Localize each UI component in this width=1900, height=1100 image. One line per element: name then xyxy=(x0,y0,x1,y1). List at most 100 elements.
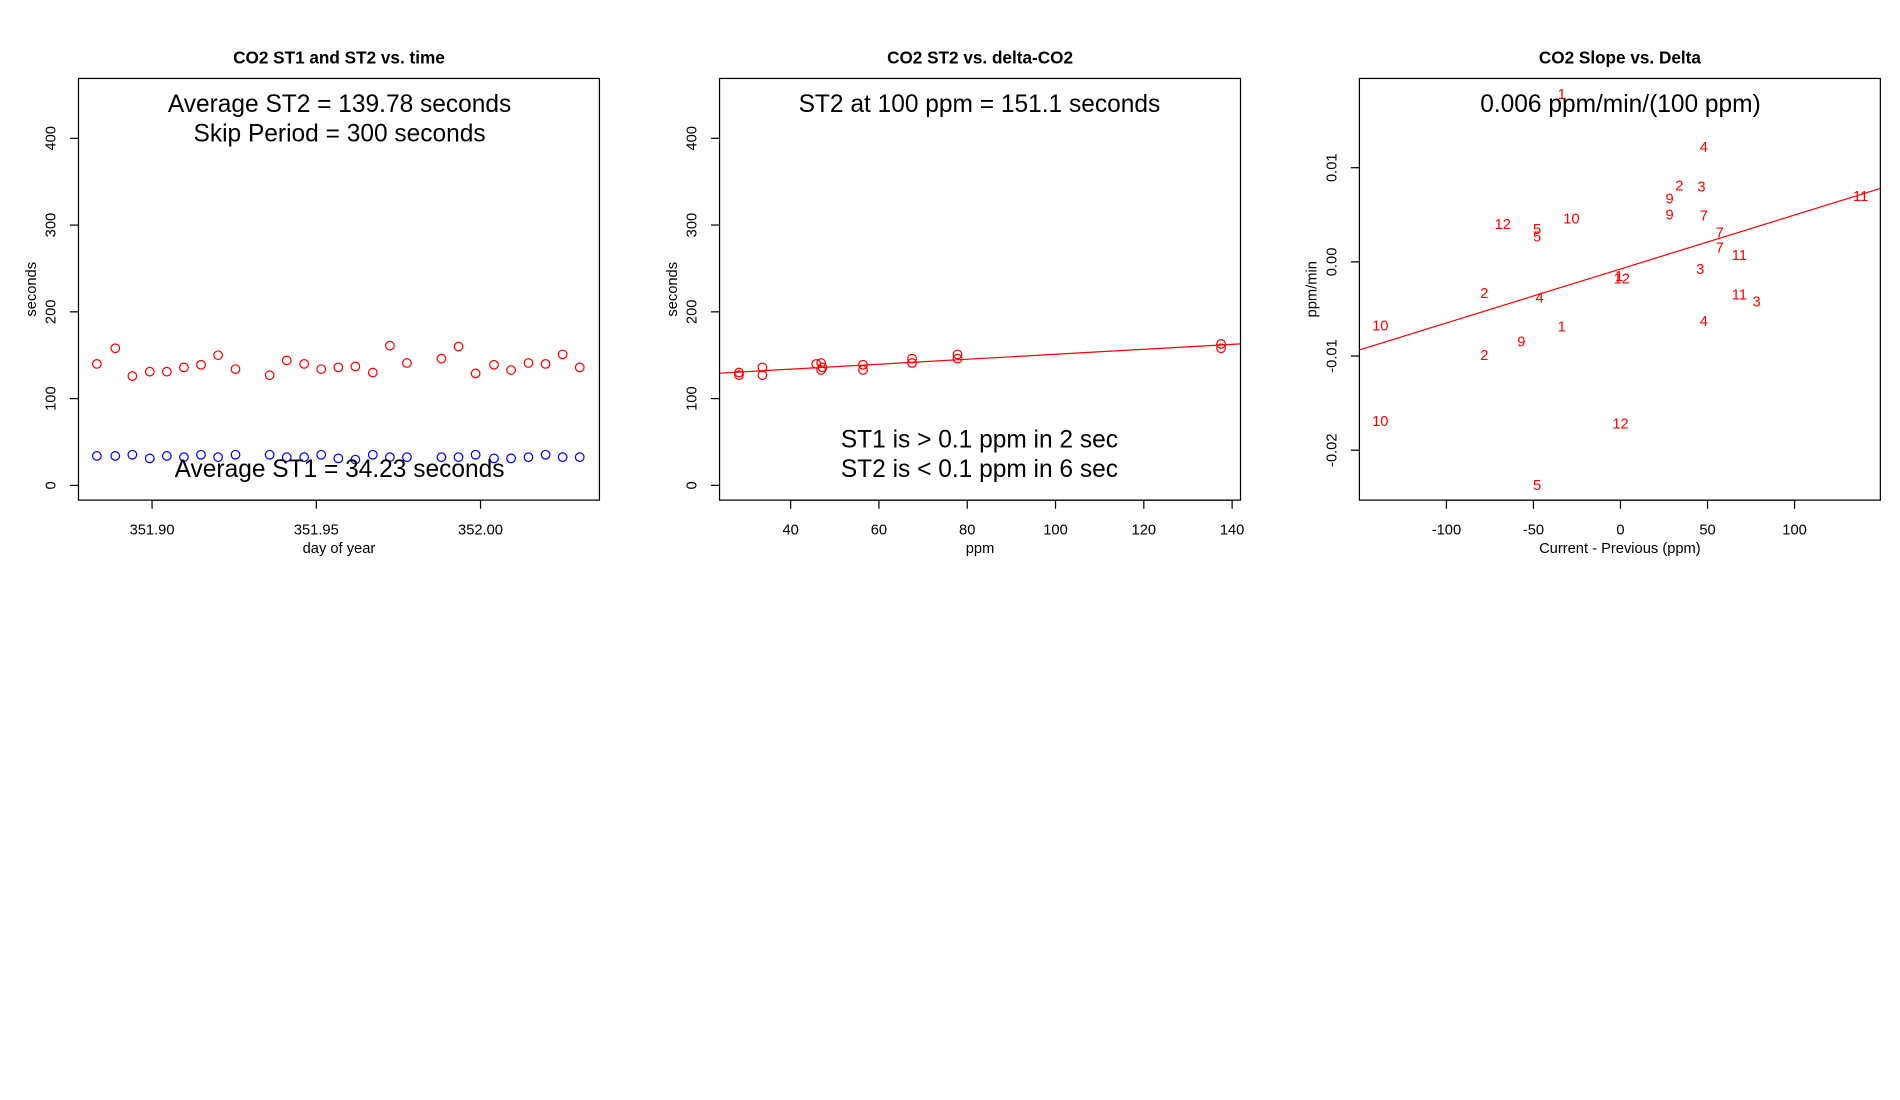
annotation: Skip Period = 300 seconds xyxy=(193,120,485,147)
y-tick-label: 200 xyxy=(43,300,59,325)
x-tick-label: -50 xyxy=(1523,523,1544,539)
point xyxy=(574,452,585,463)
point xyxy=(384,452,395,463)
point xyxy=(144,366,155,377)
point-label: 3 xyxy=(1753,294,1761,310)
point xyxy=(299,358,310,369)
point xyxy=(506,365,516,375)
chart-title: CO2 ST2 vs. delta-CO2 xyxy=(887,47,1073,67)
point xyxy=(402,358,412,368)
y-tick-label: -0.02 xyxy=(1324,433,1340,466)
point xyxy=(333,453,344,464)
point-label: 9 xyxy=(1665,192,1673,208)
point-label: 12 xyxy=(1614,272,1630,288)
y-axis-label: seconds xyxy=(24,262,40,317)
x-tick-label: 40 xyxy=(782,523,798,539)
point xyxy=(489,453,499,464)
x-tick-label: 80 xyxy=(959,523,975,539)
point xyxy=(506,453,516,464)
point xyxy=(557,452,568,463)
point-label: 5 xyxy=(1533,229,1541,245)
point xyxy=(858,365,868,375)
y-axis-label: ppm/min xyxy=(1305,261,1321,317)
point xyxy=(196,449,206,460)
point xyxy=(907,353,917,364)
point xyxy=(110,343,121,354)
x-tick-label: 140 xyxy=(1220,523,1245,539)
point xyxy=(1216,343,1226,354)
point-label: 10 xyxy=(1372,414,1388,430)
point xyxy=(179,452,189,463)
point xyxy=(179,362,189,373)
point xyxy=(91,451,102,461)
chart-title: CO2 Slope vs. Delta xyxy=(1539,47,1702,67)
annotation: Average ST2 = 139.78 seconds xyxy=(168,91,511,118)
point xyxy=(489,359,499,370)
annotation: Average ST1 = 34.23 seconds xyxy=(175,456,505,483)
point-label: 5 xyxy=(1533,478,1541,494)
fit-line xyxy=(719,343,1241,374)
point-label: 1 xyxy=(1558,87,1566,103)
x-tick-label: 0 xyxy=(1616,523,1624,539)
point xyxy=(161,366,172,377)
point-label: 2 xyxy=(1480,286,1488,302)
point xyxy=(281,355,292,366)
y-tick-label: 0 xyxy=(684,481,700,489)
point xyxy=(453,452,464,463)
x-tick-label: 100 xyxy=(1043,523,1068,539)
point-label: 11 xyxy=(1732,288,1747,304)
point-label: 2 xyxy=(1675,178,1683,194)
x-tick-label: 50 xyxy=(1699,523,1715,539)
point-label: 1 xyxy=(1615,269,1623,285)
point xyxy=(816,365,827,375)
point xyxy=(1216,339,1226,349)
fit-line xyxy=(1359,187,1881,351)
point xyxy=(264,449,275,460)
point xyxy=(316,364,327,375)
point xyxy=(952,349,963,360)
point-label: 11 xyxy=(1853,189,1868,205)
point-label: 12 xyxy=(1612,417,1628,433)
point xyxy=(213,350,223,361)
point xyxy=(230,449,241,460)
point xyxy=(161,451,172,461)
chart-title: CO2 ST1 and ST2 vs. time xyxy=(233,47,445,67)
point xyxy=(907,358,917,368)
point xyxy=(402,452,412,463)
point xyxy=(367,367,378,378)
x-tick-label: 60 xyxy=(871,523,887,539)
point xyxy=(540,449,551,460)
y-tick-label: 100 xyxy=(43,386,59,411)
point xyxy=(540,358,551,369)
x-tick-label: 100 xyxy=(1782,523,1807,539)
point-label: 9 xyxy=(1517,335,1525,351)
point-label: 3 xyxy=(1696,262,1704,278)
point xyxy=(816,358,827,368)
point xyxy=(350,361,361,372)
point xyxy=(858,359,868,370)
point xyxy=(127,371,138,381)
point xyxy=(436,452,447,463)
y-tick-label: 400 xyxy=(43,126,59,151)
annotation: ST2 at 100 ppm = 151.1 seconds xyxy=(799,91,1161,118)
point xyxy=(574,362,585,373)
point-label: 7 xyxy=(1716,241,1724,257)
annotation: ST1 is > 0.1 ppm in 2 sec xyxy=(841,427,1118,454)
point xyxy=(384,340,395,351)
point xyxy=(316,449,327,460)
point xyxy=(213,452,223,463)
x-tick-label: 351.95 xyxy=(294,523,339,539)
point xyxy=(470,368,481,379)
point xyxy=(734,367,744,378)
point xyxy=(557,349,568,360)
point xyxy=(196,359,206,370)
y-tick-label: 0.01 xyxy=(1324,153,1340,182)
point xyxy=(333,362,344,373)
point xyxy=(350,454,361,465)
y-tick-label: 200 xyxy=(684,300,700,325)
point xyxy=(523,452,534,463)
point-label: 5 xyxy=(1533,222,1541,238)
y-tick-label: 400 xyxy=(684,126,700,151)
x-axis-label: Current - Previous (ppm) xyxy=(1539,541,1701,557)
